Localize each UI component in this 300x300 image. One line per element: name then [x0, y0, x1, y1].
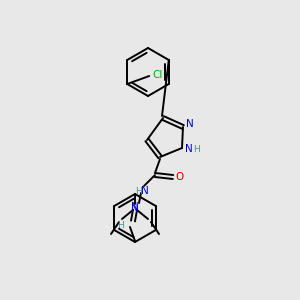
Text: Cl: Cl [152, 70, 162, 80]
Text: N: N [186, 119, 194, 129]
Text: N: N [131, 204, 139, 214]
Text: O: O [176, 172, 184, 182]
Text: N: N [185, 144, 193, 154]
Text: N: N [131, 202, 139, 212]
Text: H: H [135, 187, 141, 196]
Text: H: H [193, 145, 200, 154]
Text: H: H [118, 221, 124, 230]
Text: N: N [141, 186, 149, 196]
